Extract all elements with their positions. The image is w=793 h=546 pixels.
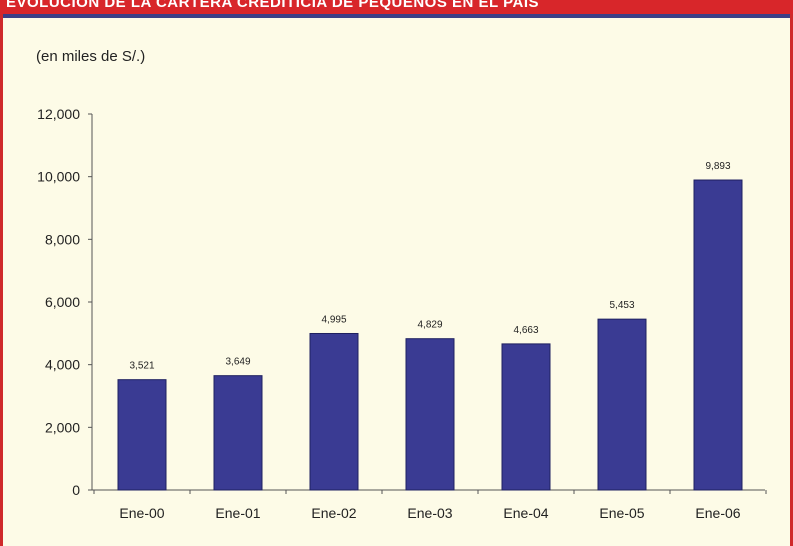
data-label: 4,663 xyxy=(513,325,538,336)
data-label: 4,829 xyxy=(417,320,442,331)
x-tick-label: Ene-02 xyxy=(311,505,356,521)
data-label: 9,893 xyxy=(705,161,730,172)
bar-ene-04 xyxy=(501,343,551,491)
x-tick-label: Ene-05 xyxy=(599,505,644,521)
data-label: 5,453 xyxy=(609,300,634,311)
title-bar: EVOLUCIÓN DE LA CARTERA CREDITICIA DE PE… xyxy=(0,0,793,14)
y-tick-label: 4,000 xyxy=(45,357,80,373)
bar-ene-01 xyxy=(213,375,263,491)
x-tick-label: Ene-06 xyxy=(695,505,740,521)
chart-panel xyxy=(3,14,790,546)
bar-ene-06 xyxy=(693,179,743,491)
y-tick-label: 0 xyxy=(72,482,80,498)
bar-ene-03 xyxy=(405,338,455,491)
y-tick-label: 2,000 xyxy=(45,419,80,435)
y-tick-label: 8,000 xyxy=(45,231,80,247)
bar-ene-05 xyxy=(597,318,647,491)
x-tick-label: Ene-01 xyxy=(215,505,260,521)
x-tick-label: Ene-00 xyxy=(119,505,164,521)
data-label: 3,521 xyxy=(129,361,154,372)
y-tick-label: 10,000 xyxy=(37,169,80,185)
data-label: 3,649 xyxy=(225,357,250,368)
x-tick-label: Ene-04 xyxy=(503,505,548,521)
data-label: 4,995 xyxy=(321,314,346,325)
x-tick-label: Ene-03 xyxy=(407,505,452,521)
bar-ene-02 xyxy=(309,332,359,491)
chart-title: EVOLUCIÓN DE LA CARTERA CREDITICIA DE PE… xyxy=(6,0,539,11)
unit-label: (en miles de S/.) xyxy=(36,48,146,65)
y-tick-label: 6,000 xyxy=(45,294,80,310)
bar-ene-00 xyxy=(117,379,167,491)
y-tick-label: 12,000 xyxy=(37,106,80,122)
